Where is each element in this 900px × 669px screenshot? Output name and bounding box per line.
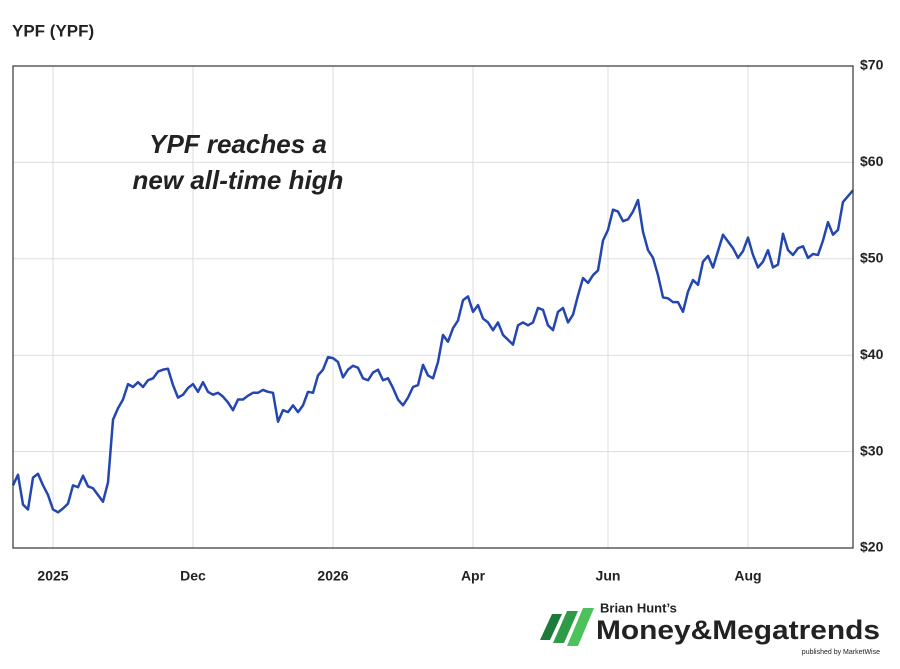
logo-publisher: published by MarketWise <box>802 649 880 656</box>
y-tick-label: $30 <box>860 442 884 458</box>
price-line <box>11 189 854 514</box>
chart-title: YPF (YPF) <box>12 21 94 40</box>
y-tick-label: $70 <box>860 57 884 73</box>
logo-name: Money&Megatrends <box>596 615 880 645</box>
logo-mark <box>540 614 562 640</box>
annotation: new all-time high <box>133 165 344 195</box>
x-tick-label: Jun <box>596 568 621 584</box>
y-tick-label: $60 <box>860 153 884 169</box>
y-tick-label: $50 <box>860 250 884 266</box>
x-tick-label: Apr <box>461 568 486 584</box>
annotation: YPF reaches a <box>149 129 327 159</box>
logo-author: Brian Hunt’s <box>600 600 677 615</box>
logo-mark <box>567 608 594 646</box>
plot-frame <box>12 65 854 549</box>
logo-mark <box>553 611 578 643</box>
y-tick-label: $20 <box>860 539 884 555</box>
x-tick-label: 2025 <box>37 568 68 584</box>
x-tick-label: Dec <box>180 568 206 584</box>
y-tick-label: $40 <box>860 346 884 362</box>
grid <box>13 65 853 549</box>
x-tick-label: 2026 <box>317 568 348 584</box>
x-tick-label: Aug <box>734 568 761 584</box>
plot <box>11 189 854 514</box>
logo: Brian Hunt’s Money&Megatrends published … <box>540 600 880 656</box>
